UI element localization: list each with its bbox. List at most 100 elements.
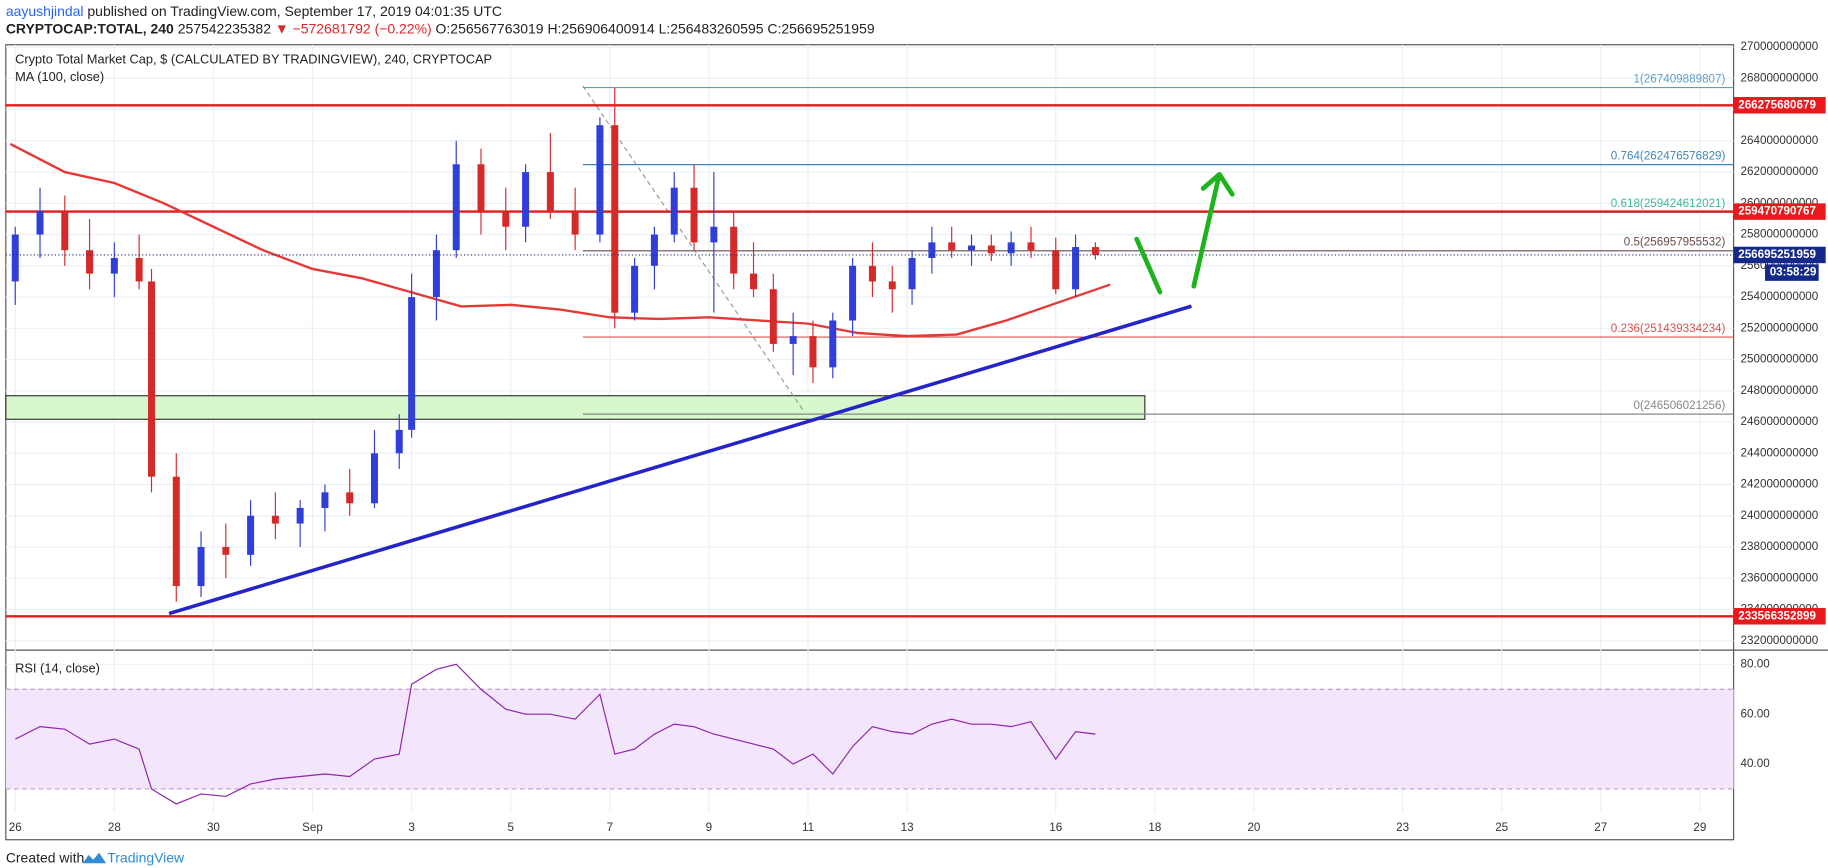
fib-label: 0.764(262476576829) — [1611, 149, 1726, 162]
level-tag-label: 233566352899 — [1738, 609, 1816, 622]
candle-body — [432, 250, 440, 298]
y-tick-label: 244000000000 — [1741, 446, 1819, 459]
x-tick-label: 23 — [1396, 821, 1409, 834]
fib-label: 1(267409889807) — [1633, 72, 1725, 85]
candle-body — [36, 211, 44, 235]
published: published on TradingView.com, September … — [87, 2, 502, 18]
rsi-tick-label: 80.00 — [1741, 657, 1771, 670]
y-tick-label: 242000000000 — [1741, 478, 1819, 491]
level-tag-label: 259470790767 — [1738, 205, 1816, 218]
candle-body — [670, 187, 678, 235]
x-tick-label: 28 — [108, 821, 121, 834]
chart-title: Crypto Total Market Cap, $ (CALCULATED B… — [15, 51, 492, 66]
symbol: CRYPTOCAP:TOTAL, 240 — [6, 20, 174, 36]
header-line-2: CRYPTOCAP:TOTAL, 240 257542235382 ▼ −572… — [6, 20, 875, 36]
candle-body — [271, 515, 279, 524]
level-tag — [1733, 203, 1826, 220]
y-tick-label: 238000000000 — [1741, 540, 1819, 553]
candle-body — [908, 257, 916, 290]
candle-body — [730, 226, 738, 274]
fib-label: 0(246506021256) — [1633, 399, 1725, 412]
x-tick-label: 30 — [207, 821, 220, 834]
arrow-down — [1134, 236, 1163, 295]
x-tick-label: 25 — [1495, 821, 1508, 834]
x-tick-label: 9 — [706, 821, 712, 834]
y-tick-label: 268000000000 — [1741, 71, 1819, 84]
header-line-1: aayushjindal published on TradingView.co… — [6, 2, 502, 18]
candle-body — [596, 125, 604, 235]
level-tag — [1733, 608, 1826, 625]
candle-body — [1091, 247, 1099, 255]
candle-body — [522, 172, 530, 227]
level-tag — [1733, 97, 1826, 114]
rsi-line — [14, 663, 1096, 805]
x-tick-label: 7 — [607, 821, 613, 834]
fib-label: 0.618(259424612021) — [1611, 197, 1726, 210]
candle-body — [61, 211, 69, 251]
arrow-up — [1191, 171, 1235, 289]
y-tick-label: 232000000000 — [1741, 634, 1819, 647]
y-tick-label: 264000000000 — [1741, 134, 1819, 147]
candle-body — [888, 281, 896, 290]
candle-body — [789, 336, 797, 344]
x-tick-label: 13 — [901, 821, 914, 834]
last-price-label: 256695251959 — [1738, 248, 1816, 261]
candle-body — [809, 336, 817, 368]
countdown-label: 03:58:29 — [1770, 266, 1817, 279]
candle-body — [546, 172, 554, 212]
candle-body — [968, 245, 976, 251]
rsi-band — [5, 689, 1734, 789]
x-tick-label: 3 — [408, 821, 414, 834]
x-tick-label: 20 — [1247, 821, 1260, 834]
candle-body — [849, 265, 857, 321]
fib-label: 0.236(251439334234) — [1611, 322, 1726, 335]
x-tick-label: 18 — [1148, 821, 1161, 834]
candle-body — [650, 234, 658, 266]
candle-body — [571, 211, 579, 235]
candle-body — [395, 429, 403, 454]
candle-body — [247, 515, 255, 555]
candle-body — [611, 125, 619, 313]
candle-body — [502, 211, 510, 227]
rsi-tick-label: 40.00 — [1741, 757, 1771, 770]
x-tick-label: 27 — [1594, 821, 1607, 834]
y-tick-label: 270000000000 — [1741, 40, 1819, 53]
rsi-tick-label: 60.00 — [1741, 707, 1771, 720]
candle-body — [868, 265, 876, 282]
y-tick-label: 252000000000 — [1741, 321, 1819, 334]
x-tick-label: 5 — [507, 821, 514, 834]
x-tick-label: 16 — [1049, 821, 1062, 834]
candle-body — [1027, 242, 1035, 251]
change: ▼ −572681792 (−0.22%) — [275, 20, 432, 36]
x-tick-label: 11 — [802, 821, 814, 834]
ma-line — [9, 142, 1111, 338]
candle-body — [1007, 242, 1015, 254]
last-price-tag — [1733, 246, 1826, 264]
candle-body — [631, 265, 639, 313]
footer-brand[interactable]: TradingView — [107, 849, 185, 865]
candle-body — [321, 492, 329, 508]
candle-body — [370, 453, 378, 504]
y-tick-label: 254000000000 — [1741, 290, 1819, 303]
candle-body — [222, 547, 230, 555]
candle-body — [829, 320, 837, 368]
y-tick-label: 240000000000 — [1741, 509, 1819, 522]
candle-body — [477, 164, 485, 212]
candle-body — [346, 492, 354, 504]
ohlc: O:256567763019 H:256906400914 L:25648326… — [436, 20, 875, 36]
last: 257542235382 — [178, 20, 271, 36]
plot-frame — [5, 44, 1735, 841]
candle-body — [1072, 247, 1080, 290]
candle-body — [135, 257, 143, 282]
grid — [5, 44, 1734, 813]
ma-legend: MA (100, close) — [15, 69, 104, 84]
x-tick-label: 26 — [9, 821, 22, 834]
candle-body — [197, 547, 205, 587]
candle-body — [750, 273, 758, 290]
author[interactable]: aayushjindal — [6, 2, 84, 18]
plot: 1(267409889807) 0.764(262476576829) 0.618(… — [5, 72, 1734, 805]
candle-body — [452, 164, 460, 251]
candle-body — [928, 242, 936, 258]
candle-body — [710, 226, 718, 243]
